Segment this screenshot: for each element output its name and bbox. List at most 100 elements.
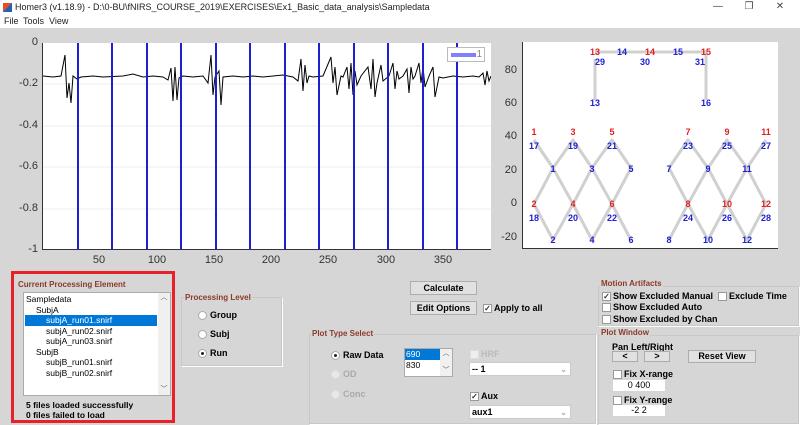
scroll-up-icon[interactable]: ︿ [160,294,168,301]
probe-axes[interactable]: 13 14 14 15 15 29 30 31 13 16 1 3 5 7 9 11 17 19 21 23 25 27 1… [523,42,778,249]
show-excluded-auto-checkbox[interactable]: Show Excluded Auto [602,302,702,312]
source-label[interactable]: 8 [685,199,690,209]
detector-label[interactable]: 13 [590,98,600,108]
tree-item[interactable]: subjA_run03.snirf [46,336,113,346]
y-range-input[interactable]: -2 2 [613,405,665,416]
hrf-dropdown[interactable]: -- 1 ⌄ [469,362,571,376]
detector-label[interactable]: 19 [568,141,578,151]
menu-view[interactable]: View [49,16,69,26]
detector-label[interactable]: 6 [628,235,633,245]
detector-label[interactable]: 31 [695,57,705,67]
radio-subj[interactable]: Subj [198,329,230,339]
detector-label[interactable]: 4 [589,235,594,245]
detector-label[interactable]: 24 [683,213,693,223]
detector-label[interactable]: 22 [607,213,617,223]
scroll-down-icon[interactable]: ﹀ [442,367,450,374]
radio-conc[interactable]: Conc [331,389,366,399]
detector-label[interactable]: 1 [550,164,555,174]
detector-label[interactable]: 25 [722,141,732,151]
source-label[interactable]: 12 [761,199,771,209]
hrf-checkbox[interactable]: HRF [470,349,500,359]
source-label[interactable]: 9 [724,127,729,137]
show-excluded-by-chan-checkbox[interactable]: Show Excluded by Chan [602,314,718,324]
tree-item[interactable]: SubjA [36,304,59,315]
aux-dropdown[interactable]: aux1 ⌄ [469,405,571,419]
x-range-input[interactable]: 0 400 [613,380,665,391]
close-button[interactable]: ✕ [775,1,785,12]
radio-raw-data[interactable]: Raw Data [331,350,384,360]
menu-file[interactable]: File [4,16,19,26]
detector-label[interactable]: 23 [683,141,693,151]
detector-label[interactable]: 21 [607,141,617,151]
source-label[interactable]: 7 [685,127,690,137]
detector-label[interactable]: 10 [703,235,713,245]
exclude-time-checkbox[interactable]: Exclude Time [718,291,787,301]
detector-label[interactable]: 17 [529,141,539,151]
detector-label[interactable]: 26 [722,213,732,223]
data-plot-axes[interactable]: 1 [43,43,491,250]
detector-label[interactable]: 14 [617,47,627,57]
fix-y-range-checkbox[interactable]: Fix Y-range [613,395,672,405]
detector-label[interactable]: 29 [595,57,605,67]
source-label[interactable]: 15 [701,47,711,57]
list-scrollbar[interactable]: ︿ ﹀ [158,293,170,395]
fix-x-range-checkbox[interactable]: Fix X-range [613,369,673,379]
detector-label[interactable]: 12 [742,235,752,245]
menu-tools[interactable]: Tools [23,16,45,26]
source-label[interactable]: 5 [609,127,614,137]
radio-od[interactable]: OD [331,369,357,379]
wavelength-830[interactable]: 830 [406,359,421,370]
detector-label[interactable]: 27 [761,141,771,151]
detector-label[interactable]: 3 [589,164,594,174]
detector-label[interactable]: 15 [673,47,683,57]
source-label[interactable]: 4 [570,199,575,209]
processing-element-list[interactable]: Sampledata SubjA subjA_run01.snirf subjA_ru… [23,292,171,396]
tree-item[interactable]: SubjB [36,346,59,357]
source-label[interactable]: 11 [761,127,771,137]
minimize-button[interactable]: — [713,1,723,12]
detector-label[interactable]: 30 [640,57,650,67]
tree-item[interactable]: subjB_run01.snirf [46,357,113,367]
detector-label[interactable]: 8 [666,235,671,245]
radio-icon [331,389,340,399]
wavelength-scrollbar[interactable]: ︿ ﹀ [440,349,452,376]
detector-label[interactable]: 20 [568,213,578,223]
radio-group[interactable]: Group [198,310,237,320]
tree-item[interactable]: subjB_run02.snirf [46,367,113,378]
scroll-down-icon[interactable]: ﹀ [160,386,168,393]
tree-item[interactable]: Sampledata [26,294,72,304]
detector-label[interactable]: 2 [550,235,555,245]
source-label[interactable]: 2 [531,199,536,209]
wavelength-690[interactable]: 690 [405,349,441,360]
pan-right-button[interactable]: > [644,351,670,362]
ytick: -1 [28,243,38,255]
source-label[interactable]: 10 [722,199,732,209]
radio-run[interactable]: Run [198,348,228,358]
scroll-up-icon[interactable]: ︿ [442,350,450,357]
show-excluded-manual-checkbox[interactable]: ✓ Show Excluded Manual [602,291,714,301]
wavelength-list[interactable]: 690 830 ︿ ﹀ [404,348,453,377]
source-label[interactable]: 13 [590,47,600,57]
tree-item[interactable]: subjA_run01.snirf [25,315,157,326]
pan-left-button[interactable]: < [612,351,638,362]
checkbox-checked-icon: ✓ [470,391,479,401]
detector-label[interactable]: 28 [761,213,771,223]
detector-label[interactable]: 18 [529,213,539,223]
reset-view-button[interactable]: Reset View [688,350,756,363]
tree-item[interactable]: subjA_run02.snirf [46,325,113,336]
edit-options-button[interactable]: Edit Options [410,301,477,315]
detector-label[interactable]: 11 [742,164,752,174]
source-label[interactable]: 1 [531,127,536,137]
source-label[interactable]: 6 [609,199,614,209]
aux-checkbox[interactable]: ✓ Aux [470,391,499,401]
detector-label[interactable]: 7 [666,164,671,174]
source-label[interactable]: 14 [645,47,655,57]
apply-to-all-checkbox[interactable]: ✓ Apply to all [483,303,543,313]
detector-label[interactable]: 5 [628,164,633,174]
app-logo-icon [3,3,12,12]
detector-label[interactable]: 9 [705,164,710,174]
source-label[interactable]: 3 [570,127,575,137]
calculate-button[interactable]: Calculate [410,281,477,295]
maximize-button[interactable]: ❐ [744,1,754,12]
detector-label[interactable]: 16 [701,98,711,108]
